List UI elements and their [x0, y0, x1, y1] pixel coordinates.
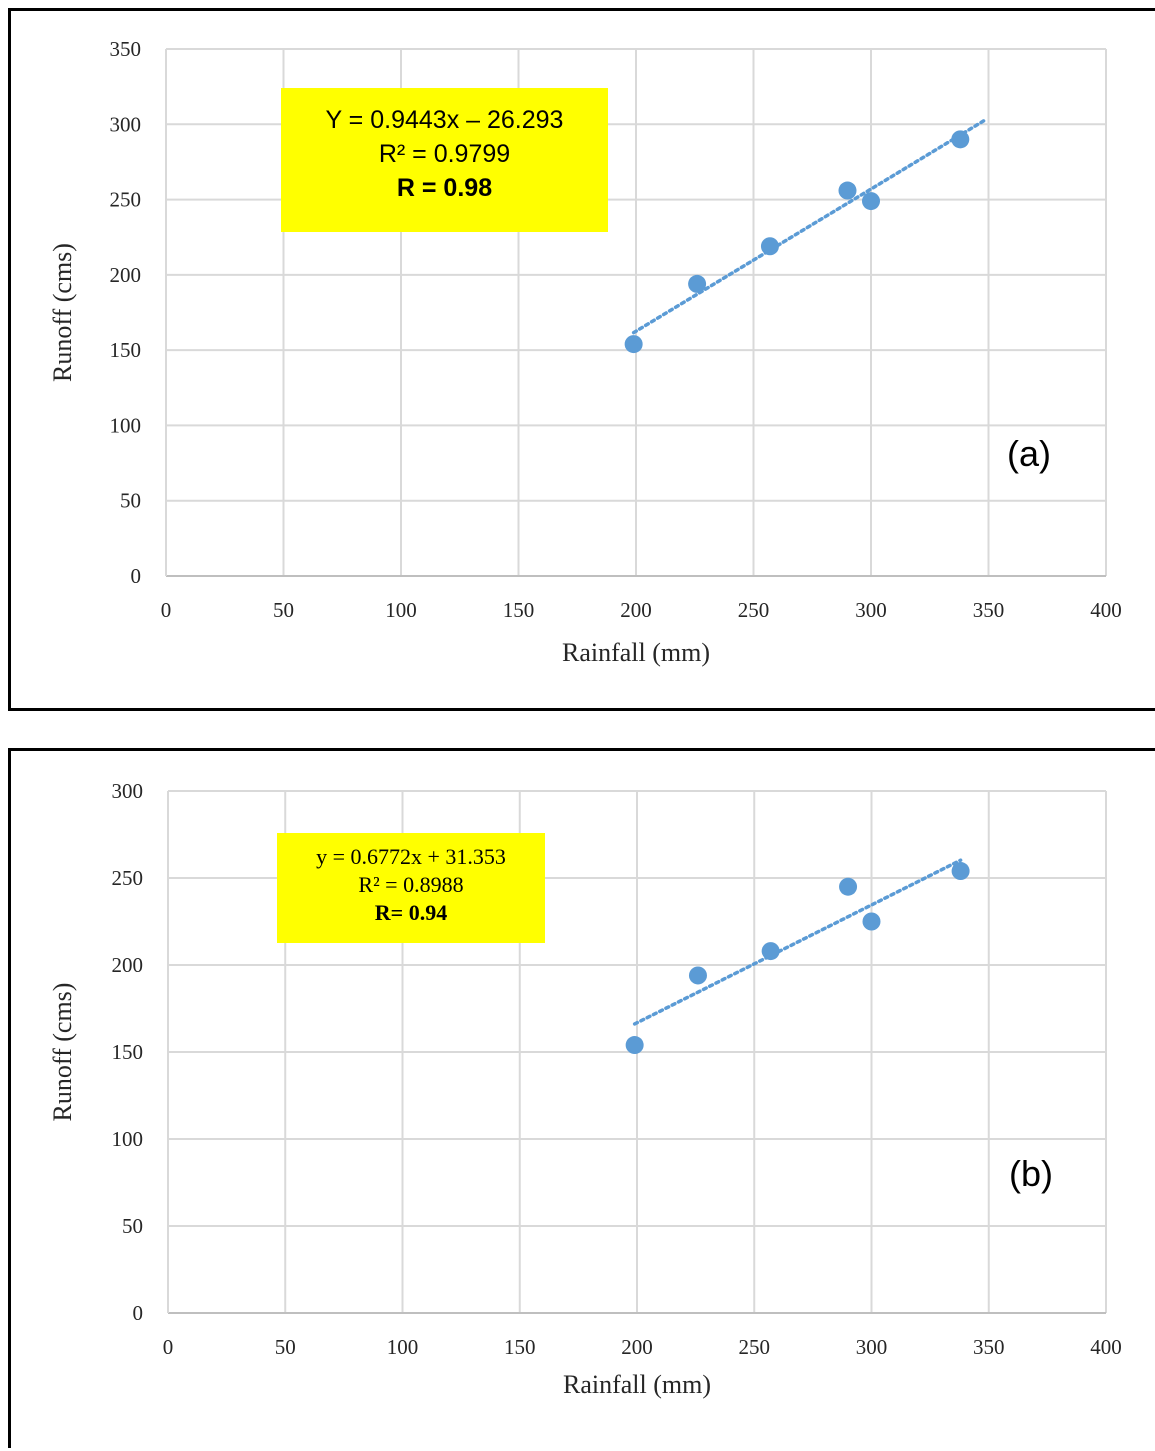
regression-annotation: Y = 0.9443x – 26.293 R² = 0.9799 R = 0.9…: [281, 88, 608, 232]
data-point: [951, 130, 970, 149]
y-tick-label: 350: [110, 37, 142, 61]
data-point: [862, 912, 881, 931]
x-tick-label: 300: [855, 598, 887, 622]
data-point: [760, 237, 779, 256]
r-squared-value: R² = 0.8988: [358, 872, 464, 897]
x-tick-label: 350: [973, 598, 1005, 622]
y-tick-label: 300: [112, 779, 144, 803]
y-tick-label: 300: [110, 112, 142, 136]
x-tick-label: 50: [275, 1335, 296, 1359]
y-tick-label: 150: [112, 1040, 144, 1064]
x-tick-label: 250: [738, 598, 770, 622]
correlation-value: R= 0.94: [374, 900, 448, 925]
data-point: [624, 335, 643, 354]
x-tick-label: 0: [163, 1335, 174, 1359]
data-point: [688, 274, 707, 293]
y-axis-title: Runoff (cms): [48, 243, 77, 382]
y-axis-title: Runoff (cms): [48, 983, 77, 1122]
y-tick-label: 0: [133, 1301, 144, 1325]
regression-equation: Y = 0.9443x – 26.293: [325, 106, 564, 134]
y-tick-label: 150: [110, 338, 142, 362]
scatter-chart-a: 0 50 100 150 200 250 300 350 400 0 50 100 150 200 250 3…: [48, 37, 1122, 667]
panel-label: (b): [1009, 1153, 1053, 1194]
data-point: [688, 966, 707, 985]
regression-annotation: y = 0.6772x + 31.353 R² = 0.8988 R= 0.94: [277, 833, 545, 943]
y-tick-label: 250: [110, 188, 142, 212]
y-tick-label: 250: [112, 866, 144, 890]
data-point: [625, 1036, 644, 1055]
x-axis-title: Rainfall (mm): [563, 1370, 711, 1399]
data-point: [951, 862, 970, 881]
y-tick-label: 100: [110, 413, 142, 437]
x-tick-label: 350: [973, 1335, 1005, 1359]
x-tick-label: 100: [387, 1335, 419, 1359]
x-axis-title: Rainfall (mm): [562, 638, 710, 667]
x-tick-label: 100: [385, 598, 417, 622]
x-tick-label: 150: [504, 1335, 536, 1359]
y-tick-label: 200: [112, 953, 144, 977]
y-tick-label: 50: [122, 1214, 143, 1238]
linear-trendline: [632, 858, 963, 1026]
x-tick-label: 200: [621, 1335, 653, 1359]
data-point: [862, 192, 880, 211]
x-tick-label: 0: [161, 598, 172, 622]
x-tick-label: 400: [1090, 598, 1122, 622]
y-tick-label: 50: [120, 489, 141, 513]
scatter-chart-b: 0 50 100 150 200 250 300 350 400 0 50 100 150 200 250 3…: [48, 779, 1122, 1399]
x-tick-label: 150: [503, 598, 535, 622]
data-point: [761, 942, 780, 961]
r-squared-value: R² = 0.9799: [378, 140, 511, 168]
regression-equation: y = 0.6772x + 31.353: [316, 844, 506, 869]
chart-panel-b: 0 50 100 150 200 250 300 350 400 0 50 100 150 200 250 3…: [8, 748, 1155, 1448]
panel-label: (a): [1007, 433, 1051, 474]
y-tick-label: 200: [110, 263, 142, 287]
data-point: [838, 181, 857, 200]
x-tick-label: 400: [1090, 1335, 1122, 1359]
y-tick-label: 0: [131, 564, 142, 588]
x-tick-label: 50: [273, 598, 294, 622]
x-tick-label: 200: [620, 598, 652, 622]
chart-panel-a: 0 50 100 150 200 250 300 350 400 0 50 100 150 200 250 3…: [8, 8, 1155, 711]
x-tick-label: 250: [739, 1335, 771, 1359]
data-point: [839, 877, 858, 896]
linear-trendline: [631, 119, 986, 335]
y-tick-label: 100: [112, 1127, 144, 1151]
x-tick-label: 300: [856, 1335, 888, 1359]
correlation-value: R = 0.98: [396, 174, 493, 202]
